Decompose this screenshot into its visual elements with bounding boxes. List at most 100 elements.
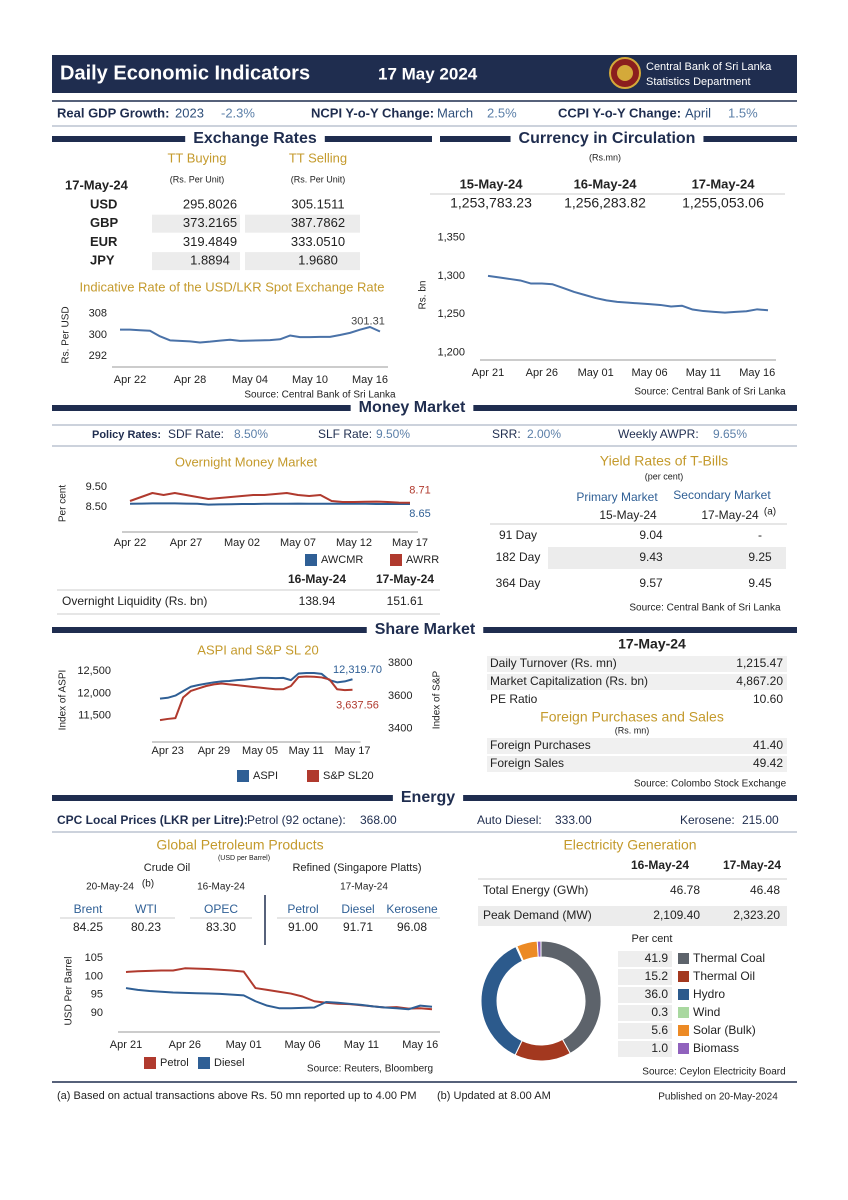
unit: Per cent bbox=[632, 933, 673, 945]
y-tick-label: 12,000 bbox=[77, 687, 111, 699]
y-tick-label: 100 bbox=[85, 970, 103, 982]
policy-label: Policy Rates: bbox=[92, 429, 161, 441]
published-date: Published on 20-May-2024 bbox=[658, 1092, 778, 1103]
price-value: 333.00 bbox=[555, 813, 592, 827]
row-label: Overnight Liquidity (Rs. bn) bbox=[62, 594, 207, 608]
x-tick-label: May 17 bbox=[334, 745, 370, 757]
value-label: 36.0 bbox=[645, 987, 669, 1001]
column-date: 16-May-24 bbox=[197, 882, 245, 893]
cell: 9.04 bbox=[639, 528, 663, 542]
row-bg bbox=[618, 987, 672, 1003]
legend-label: Thermal Coal bbox=[693, 951, 765, 965]
legend-label: AWRR bbox=[406, 554, 439, 566]
table-title: Yield Rates of T-Bills bbox=[600, 453, 728, 469]
y-tick-label: 3400 bbox=[388, 723, 412, 735]
x-tick-label: Apr 26 bbox=[526, 367, 558, 379]
cell: 1,255,053.06 bbox=[682, 195, 764, 211]
unit: (Rs. mn) bbox=[615, 725, 650, 735]
cell: 138.94 bbox=[299, 594, 336, 608]
series-line bbox=[120, 326, 381, 344]
cell: 1,215.47 bbox=[736, 656, 783, 670]
y-tick-label: 308 bbox=[89, 308, 107, 320]
footnote-ref: (a) bbox=[764, 507, 776, 518]
legend-swatch bbox=[678, 1025, 689, 1036]
column-header: TT Selling bbox=[289, 150, 347, 165]
x-tick-label: May 01 bbox=[226, 1039, 262, 1051]
footnote-ref: (b) bbox=[142, 879, 154, 890]
legend-label: Wind bbox=[693, 1005, 720, 1019]
section-label-bg bbox=[350, 398, 474, 418]
table-date: 17-May-24 bbox=[65, 177, 129, 192]
row-label: 364 Day bbox=[496, 576, 541, 590]
row-bg bbox=[487, 738, 787, 754]
row-bg bbox=[618, 1023, 672, 1039]
legend-label: Biomass bbox=[693, 1041, 739, 1055]
column-unit: (Rs. Per Unit) bbox=[170, 174, 225, 184]
x-tick-label: Apr 21 bbox=[472, 367, 504, 379]
cell: 84.25 bbox=[73, 920, 103, 934]
value-label: 1.0 bbox=[651, 1041, 668, 1055]
row-label: 182 Day bbox=[496, 550, 541, 564]
x-tick-label: May 11 bbox=[344, 1039, 379, 1051]
table-date: 17-May-24 bbox=[618, 636, 686, 652]
source: Source: Ceylon Electricity Board bbox=[642, 1067, 785, 1078]
policy-value: 9.65% bbox=[713, 427, 747, 441]
price-value: 368.00 bbox=[360, 813, 397, 827]
section-label-bg bbox=[185, 129, 325, 149]
legend-label: Hydro bbox=[693, 987, 725, 1001]
section-title: Share Market bbox=[375, 621, 476, 638]
row-bg bbox=[487, 756, 787, 772]
donut-segment bbox=[536, 940, 542, 958]
y-tick-label: 1,250 bbox=[437, 308, 465, 320]
section-label-bg bbox=[366, 620, 484, 640]
cell: 151.61 bbox=[387, 594, 424, 608]
y-axis-label: USD Per Barrel bbox=[64, 957, 75, 1026]
section-title: Money Market bbox=[359, 399, 466, 416]
column-header: Petrol bbox=[287, 902, 318, 916]
x-tick-label: Apr 29 bbox=[198, 745, 230, 757]
x-tick-label: May 06 bbox=[284, 1039, 320, 1051]
cell: 2,109.40 bbox=[653, 908, 700, 922]
y-tick-label: 8.50 bbox=[86, 501, 107, 513]
policy-name: SDF Rate: bbox=[168, 427, 224, 441]
unit: (Rs.mn) bbox=[589, 152, 621, 162]
column-header: Brent bbox=[74, 902, 103, 916]
legend-swatch bbox=[678, 1043, 689, 1054]
row-bg bbox=[618, 951, 672, 967]
value-label: 0.3 bbox=[651, 1005, 668, 1019]
y-axis-label: Index of ASPI bbox=[58, 670, 69, 731]
unit: (USD per Barrel) bbox=[218, 855, 270, 862]
value-label: 12,319.70 bbox=[333, 664, 382, 676]
cell: 305.1511 bbox=[291, 196, 344, 211]
page-title: Daily Economic Indicators bbox=[60, 62, 310, 84]
cell: 9.45 bbox=[748, 576, 772, 590]
x-tick-label: May 11 bbox=[686, 367, 721, 379]
column-header: OPEC bbox=[204, 902, 238, 916]
price-name: Petrol (92 octane): bbox=[247, 813, 346, 827]
summary-label: Real GDP Growth: bbox=[57, 105, 169, 120]
y-tick-label: 1,200 bbox=[437, 346, 465, 358]
row-label: PE Ratio bbox=[490, 692, 538, 706]
legend-swatch bbox=[307, 770, 319, 782]
cell: 4,867.20 bbox=[736, 674, 783, 688]
x-tick-label: May 05 bbox=[242, 745, 278, 757]
column-unit: (Rs. Per Unit) bbox=[291, 174, 346, 184]
y2-axis-label: Index of S&P bbox=[432, 670, 443, 729]
source: Source: Central Bank of Sri Lanka bbox=[634, 387, 786, 398]
legend-label: ASPI bbox=[253, 770, 278, 782]
y-tick-label: 1,300 bbox=[437, 270, 465, 282]
legend-label: S&P SL20 bbox=[323, 770, 374, 782]
legend-label: Petrol bbox=[160, 1057, 189, 1069]
value-label: 41.9 bbox=[645, 951, 669, 965]
table-title: Global Petroleum Products bbox=[156, 837, 323, 853]
row-label: Foreign Purchases bbox=[490, 738, 591, 752]
row-bg bbox=[618, 1005, 672, 1021]
policy-name: SLF Rate: bbox=[318, 427, 372, 441]
cell: 2,323.20 bbox=[733, 908, 780, 922]
column-header: Kerosene bbox=[386, 902, 438, 916]
table-title: Electricity Generation bbox=[563, 837, 696, 853]
footnote: (a) Based on actual transactions above R… bbox=[57, 1090, 417, 1102]
row-bg bbox=[487, 656, 787, 672]
cell: 9.43 bbox=[639, 550, 663, 564]
legend-label: Solar (Bulk) bbox=[693, 1023, 756, 1037]
